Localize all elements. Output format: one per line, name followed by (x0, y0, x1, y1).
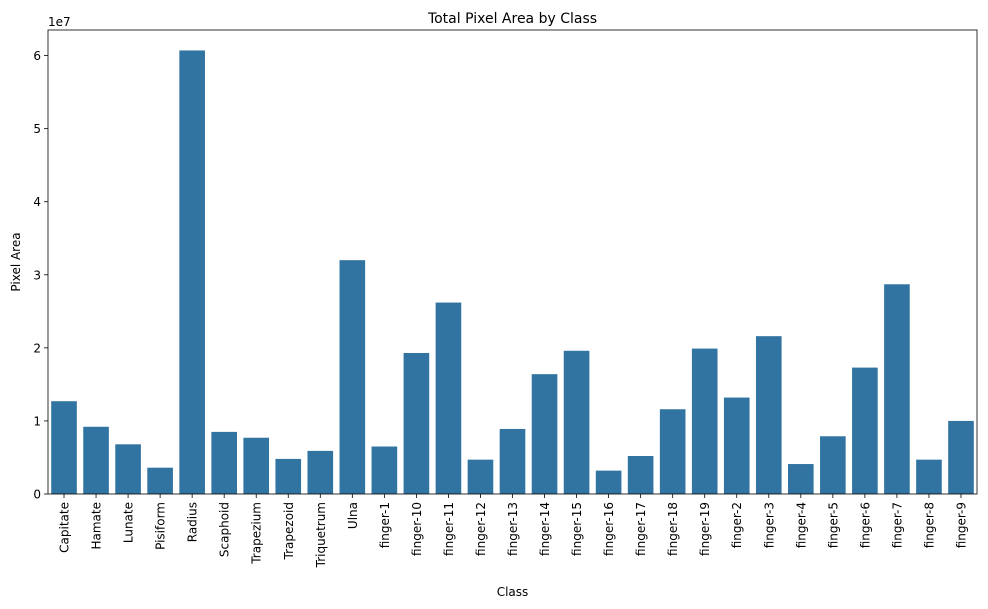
bars-group (51, 50, 974, 495)
x-tick-label: Triquetrum (314, 502, 328, 568)
bar-finger-3 (755, 336, 782, 494)
bar-finger-1 (371, 446, 398, 494)
x-tick-label: finger-5 (826, 502, 840, 548)
bar-finger-19 (691, 348, 718, 494)
x-tick-label: Scaphoid (218, 502, 232, 557)
x-tick-label: Radius (186, 502, 200, 542)
bar-hamate (83, 426, 109, 494)
bar-lunate (115, 444, 141, 494)
bar-finger-12 (467, 459, 494, 494)
y-axis-label: Pixel Area (9, 232, 23, 291)
x-tick-label: finger-14 (538, 502, 552, 556)
x-axis-ticks: Capitate Hamate Lunate Pisiform Radius Scapho… (58, 494, 968, 568)
bar-finger-18 (659, 409, 686, 494)
bar-finger-16 (595, 470, 622, 494)
chart-title: Total Pixel Area by Class (427, 11, 597, 27)
bar-trapezium (243, 437, 270, 494)
x-tick-label: finger-17 (634, 502, 648, 556)
bar-capitate (51, 401, 77, 494)
bar-finger-14 (531, 374, 558, 494)
x-tick-label: finger-2 (730, 502, 744, 548)
bar-finger-10 (403, 352, 430, 494)
x-tick-label: finger-1 (378, 502, 392, 548)
y-tick-label: 4 (33, 195, 41, 209)
x-tick-label: Trapezoid (282, 502, 296, 560)
x-tick-label: finger-15 (570, 502, 584, 556)
x-axis-label: Class (497, 585, 529, 599)
bar-radius (179, 50, 205, 495)
x-tick-label: finger-13 (506, 502, 520, 556)
bar-finger-4 (787, 464, 814, 494)
y-tick-label: 1 (33, 414, 41, 428)
y-axis-offset-label: 1e7 (48, 15, 71, 29)
x-tick-label: finger-11 (442, 502, 456, 556)
y-tick-label: 2 (33, 341, 41, 355)
x-tick-label: finger-8 (922, 502, 936, 548)
x-tick-label: finger-19 (698, 502, 712, 556)
bar-finger-11 (435, 302, 462, 494)
bar-finger-5 (820, 436, 846, 494)
x-tick-label: Ulna (346, 502, 360, 529)
bar-finger-13 (499, 428, 526, 494)
bar-scaphoid (211, 431, 238, 494)
bar-finger-6 (852, 367, 878, 494)
x-tick-label: finger-12 (474, 502, 488, 556)
y-tick-label: 5 (33, 122, 41, 136)
x-tick-label: Hamate (90, 502, 104, 550)
x-tick-label: finger-16 (602, 502, 616, 556)
x-tick-label: finger-6 (858, 502, 872, 548)
x-tick-label: finger-10 (410, 502, 424, 556)
y-tick-label: 3 (33, 268, 41, 282)
bar-ulna (339, 260, 366, 494)
bar-finger-2 (723, 397, 750, 494)
x-tick-label: finger-18 (666, 502, 680, 556)
x-tick-label: finger-4 (794, 502, 808, 548)
bar-finger-9 (948, 420, 974, 494)
x-tick-label: Capitate (58, 502, 72, 553)
plot-frame (47, 29, 978, 495)
x-tick-label: Trapezium (250, 502, 264, 565)
bar-pisiform (147, 467, 173, 494)
bar-finger-8 (916, 459, 942, 494)
x-tick-label: finger-3 (762, 502, 776, 548)
x-tick-label: Pisiform (154, 502, 168, 550)
x-tick-label: finger-9 (954, 502, 968, 548)
bar-finger-15 (563, 350, 590, 494)
y-tick-label: 0 (33, 488, 41, 502)
bar-triquetrum (307, 450, 334, 494)
bar-trapezoid (275, 458, 302, 494)
bar-finger-17 (627, 456, 654, 494)
y-axis-ticks: 0 1 2 3 4 5 6 (33, 49, 48, 502)
bar-finger-7 (884, 284, 910, 494)
x-tick-label: finger-7 (890, 502, 904, 548)
x-tick-label: Lunate (122, 502, 136, 543)
y-tick-label: 6 (33, 49, 41, 63)
